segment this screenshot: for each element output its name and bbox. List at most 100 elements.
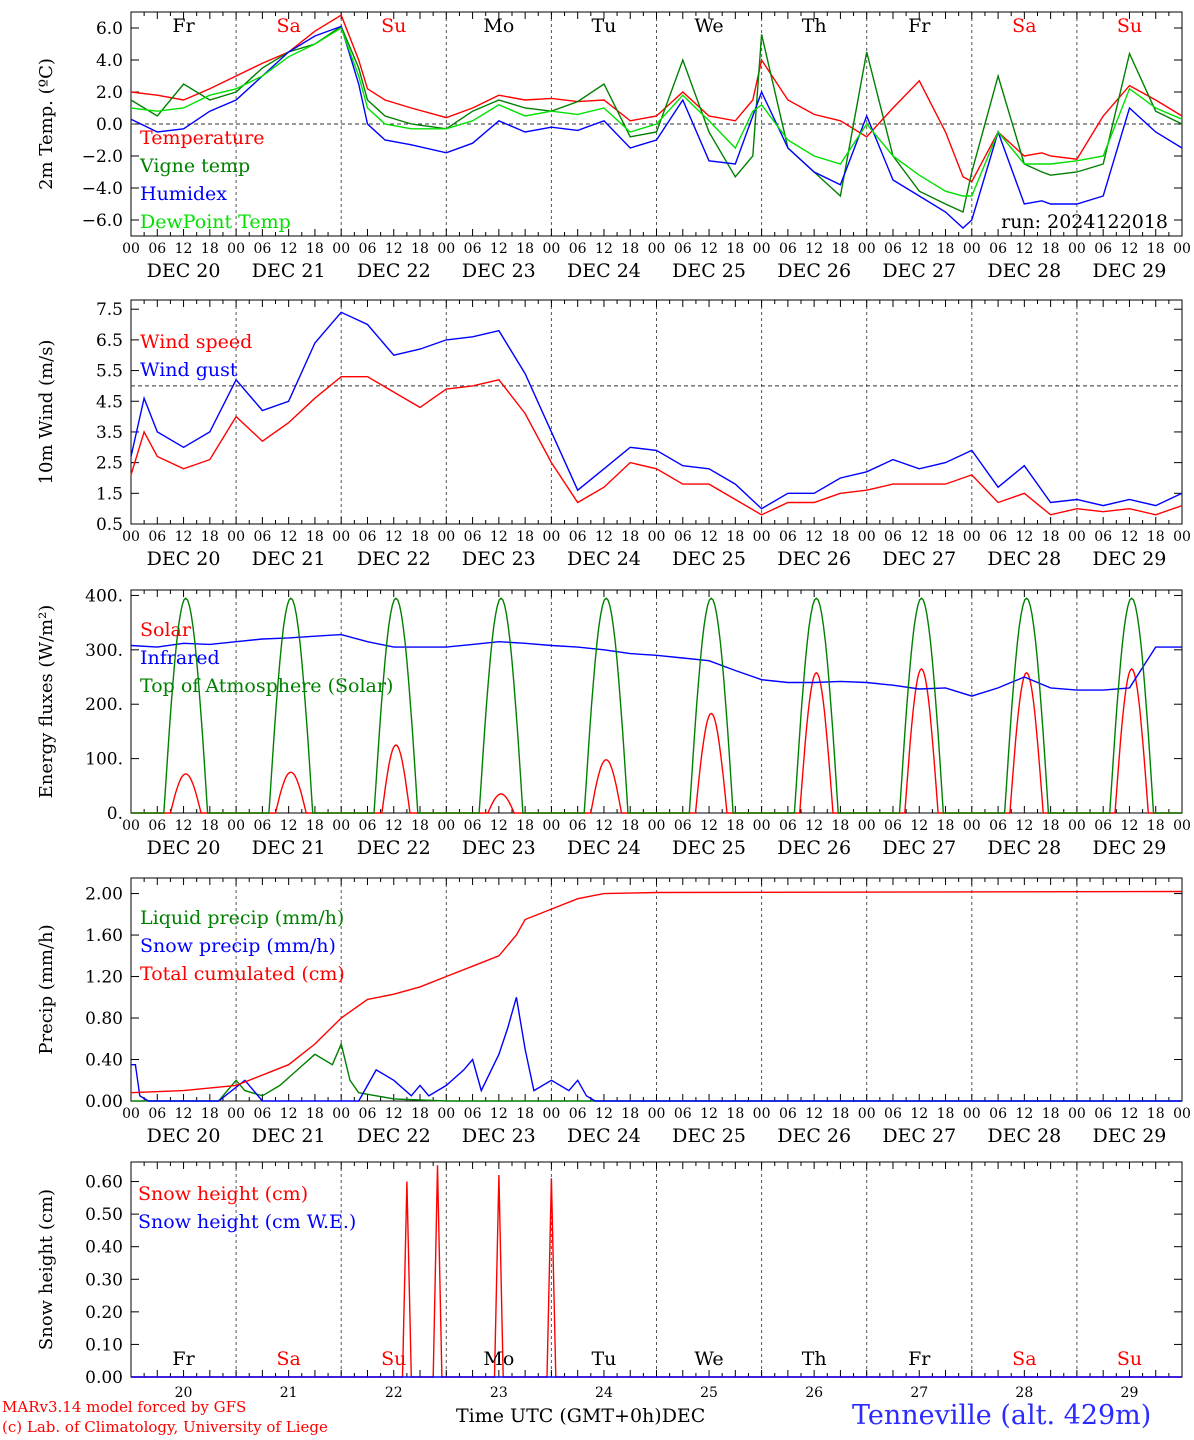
hour-tick-label: 18: [1042, 1106, 1060, 1122]
date-label: DEC 29: [1093, 837, 1167, 859]
hour-tick-label: 12: [1121, 241, 1139, 257]
series-line-wind-0: [130, 376, 1183, 516]
hour-tick-label: 12: [175, 818, 193, 834]
hour-tick-label: 00: [542, 529, 560, 545]
hour-tick-label: 06: [989, 818, 1007, 834]
date-label: DEC 26: [777, 1125, 851, 1147]
day-number-label: 28: [1015, 1385, 1033, 1398]
day-number-label: 25: [700, 1385, 718, 1398]
legend-entry: Solar: [140, 619, 192, 641]
hour-tick-label: 00: [753, 529, 771, 545]
legend-entry: Wind gust: [140, 359, 238, 381]
weekday-label: Th: [802, 15, 827, 37]
y-tick-label: 2.00: [85, 885, 123, 905]
hour-tick-label: 00: [227, 529, 245, 545]
date-label: DEC 27: [882, 548, 956, 570]
hour-tick-label: 06: [569, 818, 587, 834]
hour-tick-label: 06: [884, 529, 902, 545]
hour-tick-label: 12: [490, 1106, 508, 1122]
hour-tick-label: 00: [753, 1106, 771, 1122]
hour-tick-label: 06: [464, 818, 482, 834]
date-label: DEC 28: [987, 260, 1061, 282]
series-line-temperature-0: [130, 14, 1183, 183]
hour-tick-label: 06: [464, 1106, 482, 1122]
weekday-label: Su: [381, 1348, 406, 1370]
y-tick-label: 0.20: [85, 1303, 123, 1323]
hour-tick-label: 06: [464, 241, 482, 257]
hour-tick-label: 12: [805, 818, 823, 834]
hour-tick-label: 12: [595, 529, 613, 545]
hour-tick-label: 00: [858, 529, 876, 545]
hour-tick-label: 06: [1094, 529, 1112, 545]
hour-tick-label: 00: [963, 241, 981, 257]
hour-tick-label: 18: [1147, 1106, 1165, 1122]
hour-tick-label: 06: [148, 1106, 166, 1122]
hour-tick-label: 00: [1173, 241, 1191, 257]
hour-tick-label: 00: [332, 1106, 350, 1122]
hour-tick-label: 06: [779, 1106, 797, 1122]
weekday-label: Fr: [172, 15, 195, 37]
hour-tick-label: 18: [516, 241, 534, 257]
hour-tick-label: 12: [385, 1106, 403, 1122]
hour-tick-label: 12: [1015, 1106, 1033, 1122]
legend-entry: Total cumulated (cm): [140, 963, 345, 985]
hour-tick-label: 12: [805, 1106, 823, 1122]
series-line-precip-0: [131, 1041, 1182, 1102]
hour-tick-label: 12: [1121, 1106, 1139, 1122]
y-tick-label: 0.00: [85, 1368, 123, 1388]
hour-tick-label: 06: [779, 818, 797, 834]
hour-tick-label: 00: [542, 241, 560, 257]
hour-tick-label: 00: [227, 241, 245, 257]
date-label: DEC 22: [357, 837, 431, 859]
date-label: DEC 26: [777, 837, 851, 859]
hour-tick-label: 18: [1147, 818, 1165, 834]
hour-tick-label: 12: [1015, 818, 1033, 834]
hour-tick-label: 06: [674, 529, 692, 545]
y-axis-label: Snow height (cm): [36, 1189, 57, 1350]
series-line-energy-2: [131, 597, 1182, 814]
y-tick-label: 1.5: [96, 484, 123, 504]
legend-entry: Snow precip (mm/h): [140, 935, 336, 957]
y-tick-label: 0.40: [85, 1238, 123, 1258]
hour-tick-label: 00: [332, 241, 350, 257]
station-name: Tenneville (alt. 429m): [852, 1400, 1152, 1431]
weekday-label: Fr: [172, 1348, 195, 1370]
date-label: DEC 27: [882, 1125, 956, 1147]
date-label: DEC 24: [567, 548, 641, 570]
hour-tick-label: 00: [542, 818, 560, 834]
hour-tick-label: 00: [437, 241, 455, 257]
y-axis-label: Energy fluxes (W/m²): [36, 605, 57, 799]
hour-tick-label: 00: [1068, 1106, 1086, 1122]
hour-tick-label: 00: [122, 529, 140, 545]
panel-frame: [130, 589, 1183, 814]
y-tick-label: 100.: [85, 750, 123, 770]
date-label: DEC 21: [252, 260, 326, 282]
series-line-precip-2: [130, 890, 1183, 1094]
panel-energy: 0. 100. 200. 300. 400. Energy fluxes (W/m²) So…: [36, 586, 1191, 859]
date-label: DEC 28: [987, 837, 1061, 859]
day-number-label: 29: [1121, 1385, 1139, 1398]
hour-tick-label: 00: [227, 818, 245, 834]
y-axis-label: Precip (mm/h): [36, 924, 57, 1054]
hour-tick-label: 00: [122, 818, 140, 834]
hour-tick-label: 06: [464, 529, 482, 545]
hour-tick-label: 00: [122, 241, 140, 257]
meteogram-svg: −6.0 −4.0 −2.0 0.0 2.0 4.0 6.0 2m Temp. (ºC) Tem…: [36, 11, 1191, 1401]
weekday-label: Sa: [276, 1348, 300, 1370]
hour-tick-label: 06: [148, 241, 166, 257]
day-number-label: 27: [910, 1385, 928, 1398]
y-tick-label: 0.00: [85, 1092, 123, 1112]
hour-tick-label: 06: [569, 241, 587, 257]
y-tick-label: 7.5: [96, 300, 123, 320]
day-number-label: 26: [805, 1385, 823, 1398]
hour-tick-label: 06: [674, 818, 692, 834]
date-label: DEC 25: [672, 837, 746, 859]
date-label: DEC 24: [567, 1125, 641, 1147]
y-tick-label: 0.80: [85, 1009, 123, 1029]
hour-tick-label: 00: [1068, 818, 1086, 834]
date-label: DEC 21: [252, 1125, 326, 1147]
hour-tick-label: 12: [805, 529, 823, 545]
hour-tick-label: 06: [253, 529, 271, 545]
series-line-wind-1: [130, 311, 1183, 510]
hour-tick-label: 12: [490, 241, 508, 257]
